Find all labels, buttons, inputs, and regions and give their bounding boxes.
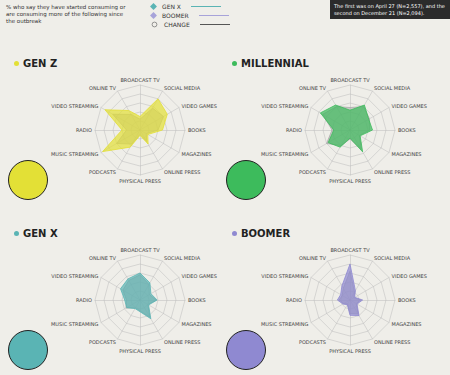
svg-text:RADIO: RADIO (76, 297, 92, 303)
svg-text:SOCIAL MEDIA: SOCIAL MEDIA (164, 255, 201, 261)
svg-text:ONLINE TV: ONLINE TV (89, 85, 116, 91)
svg-text:MAGAZINES: MAGAZINES (392, 151, 422, 157)
svg-text:ONLINE PRESS: ONLINE PRESS (374, 339, 410, 345)
svg-text:VIDEO STREAMING: VIDEO STREAMING (261, 103, 308, 109)
html-text:GEN X: GEN X (23, 228, 58, 239)
svg-text:PODCASTS: PODCASTS (299, 339, 326, 345)
svg-text:BOOKS: BOOKS (398, 297, 416, 303)
html-text:MILLENNIAL: MILLENNIAL (241, 58, 309, 69)
svg-text:SOCIAL MEDIA: SOCIAL MEDIA (164, 85, 201, 91)
svg-text:PHYSICAL PRESS: PHYSICAL PRESS (119, 178, 161, 184)
svg-text:SOCIAL MEDIA: SOCIAL MEDIA (374, 255, 411, 261)
html-text:The first was on April 27 (N=2: The first was on April 27 (N=2,557), and… (334, 3, 445, 16)
svg-text:BROADCAST TV: BROADCAST TV (330, 77, 370, 83)
svg-text:VIDEO GAMES: VIDEO GAMES (392, 103, 427, 109)
svg-text:SOCIAL MEDIA: SOCIAL MEDIA (374, 85, 411, 91)
svg-text:PODCASTS: PODCASTS (89, 339, 116, 345)
svg-text:BOOKS: BOOKS (398, 127, 416, 133)
svg-text:RADIO: RADIO (76, 127, 92, 133)
svg-text:VIDEO GAMES: VIDEO GAMES (392, 273, 427, 279)
svg-text:BROADCAST TV: BROADCAST TV (330, 247, 370, 253)
svg-text:PHYSICAL PRESS: PHYSICAL PRESS (329, 178, 371, 184)
svg-text:ONLINE TV: ONLINE TV (299, 85, 326, 91)
svg-text:PODCASTS: PODCASTS (299, 169, 326, 175)
html-text:BOOMER: BOOMER (241, 228, 291, 239)
html-text:GEN X: GEN X (162, 3, 181, 10)
svg-text:BOOKS: BOOKS (188, 297, 206, 303)
html-text:GEN Z: GEN Z (23, 58, 58, 69)
svg-text:ONLINE TV: ONLINE TV (89, 255, 116, 261)
svg-text:RADIO: RADIO (286, 127, 302, 133)
svg-text:PODCASTS: PODCASTS (89, 169, 116, 175)
html-text:CHANGE: CHANGE (164, 21, 190, 28)
svg-text:BROADCAST TV: BROADCAST TV (120, 247, 160, 253)
svg-text:MUSIC STREAMING: MUSIC STREAMING (261, 321, 309, 327)
svg-text:MAGAZINES: MAGAZINES (182, 321, 212, 327)
svg-text:ONLINE PRESS: ONLINE PRESS (164, 169, 200, 175)
svg-text:MUSIC STREAMING: MUSIC STREAMING (51, 321, 99, 327)
svg-text:VIDEO GAMES: VIDEO GAMES (182, 273, 217, 279)
html-text:% who say they have started co: % who say they have started consuming or… (6, 4, 126, 24)
svg-text:MAGAZINES: MAGAZINES (182, 151, 212, 157)
svg-text:ONLINE PRESS: ONLINE PRESS (374, 169, 410, 175)
svg-text:MUSIC STREAMING: MUSIC STREAMING (51, 151, 99, 157)
svg-text:MUSIC STREAMING: MUSIC STREAMING (261, 151, 309, 157)
svg-text:BROADCAST TV: BROADCAST TV (120, 77, 160, 83)
svg-text:VIDEO STREAMING: VIDEO STREAMING (51, 273, 98, 279)
svg-text:ONLINE TV: ONLINE TV (299, 255, 326, 261)
html-text:BOOMER: BOOMER (162, 12, 189, 19)
svg-text:PHYSICAL PRESS: PHYSICAL PRESS (119, 348, 161, 354)
svg-text:VIDEO GAMES: VIDEO GAMES (182, 103, 217, 109)
svg-text:BOOKS: BOOKS (188, 127, 206, 133)
svg-text:RADIO: RADIO (286, 297, 302, 303)
svg-text:ONLINE PRESS: ONLINE PRESS (164, 339, 200, 345)
svg-text:PHYSICAL PRESS: PHYSICAL PRESS (329, 348, 371, 354)
svg-text:MAGAZINES: MAGAZINES (392, 321, 422, 327)
svg-text:VIDEO STREAMING: VIDEO STREAMING (51, 103, 98, 109)
svg-text:VIDEO STREAMING: VIDEO STREAMING (261, 273, 308, 279)
